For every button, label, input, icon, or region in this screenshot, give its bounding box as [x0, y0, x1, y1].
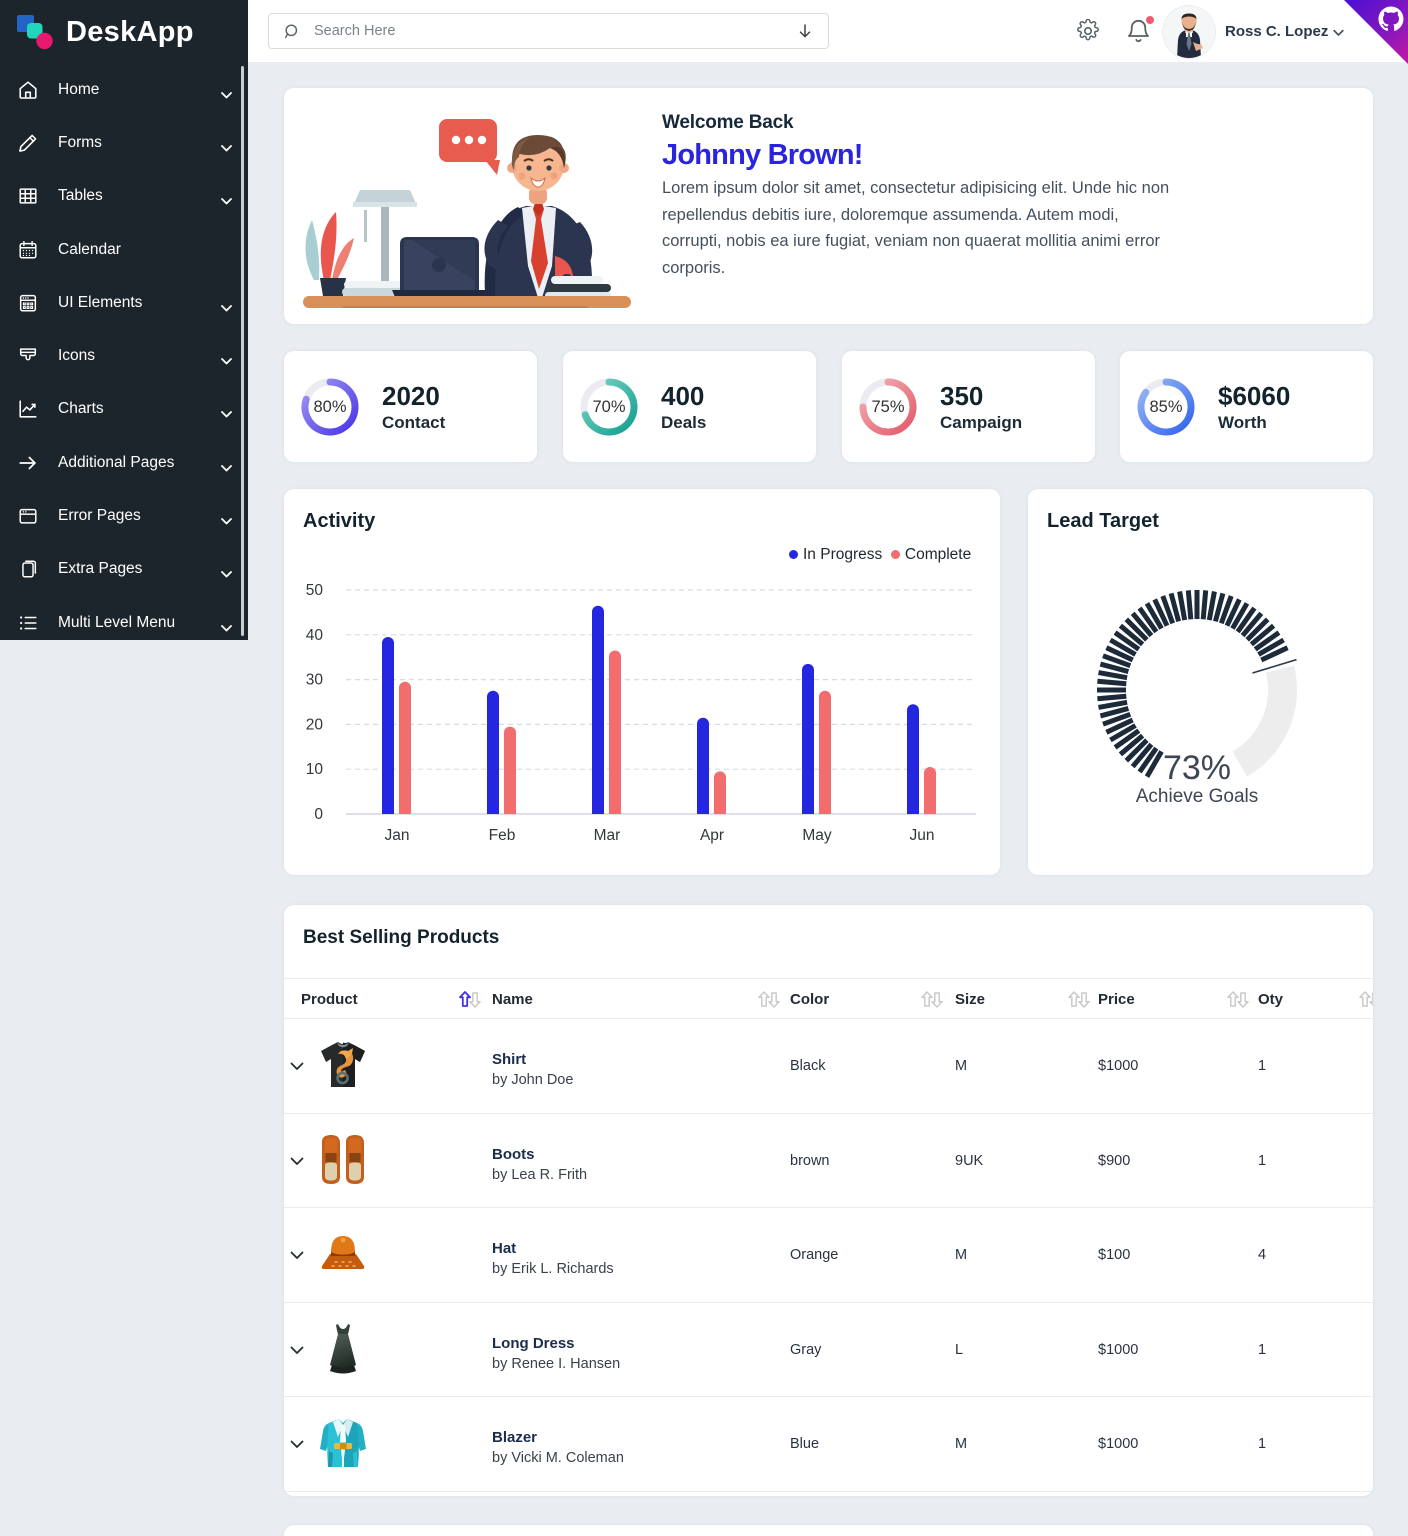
- svg-text:73%: 73%: [1163, 749, 1231, 787]
- svg-text:40: 40: [306, 627, 324, 644]
- svg-text:May: May: [802, 827, 832, 844]
- svg-text:20: 20: [306, 716, 324, 733]
- svg-text:Mar: Mar: [594, 827, 621, 844]
- svg-text:Jun: Jun: [910, 827, 935, 844]
- svg-text:Feb: Feb: [489, 827, 516, 844]
- svg-text:Jan: Jan: [385, 827, 410, 844]
- svg-text:0: 0: [314, 806, 323, 823]
- svg-text:30: 30: [306, 672, 324, 689]
- svg-text:Apr: Apr: [700, 827, 724, 844]
- svg-text:50: 50: [306, 582, 324, 599]
- svg-text:10: 10: [306, 761, 324, 778]
- svg-text:Achieve Goals: Achieve Goals: [1136, 786, 1259, 807]
